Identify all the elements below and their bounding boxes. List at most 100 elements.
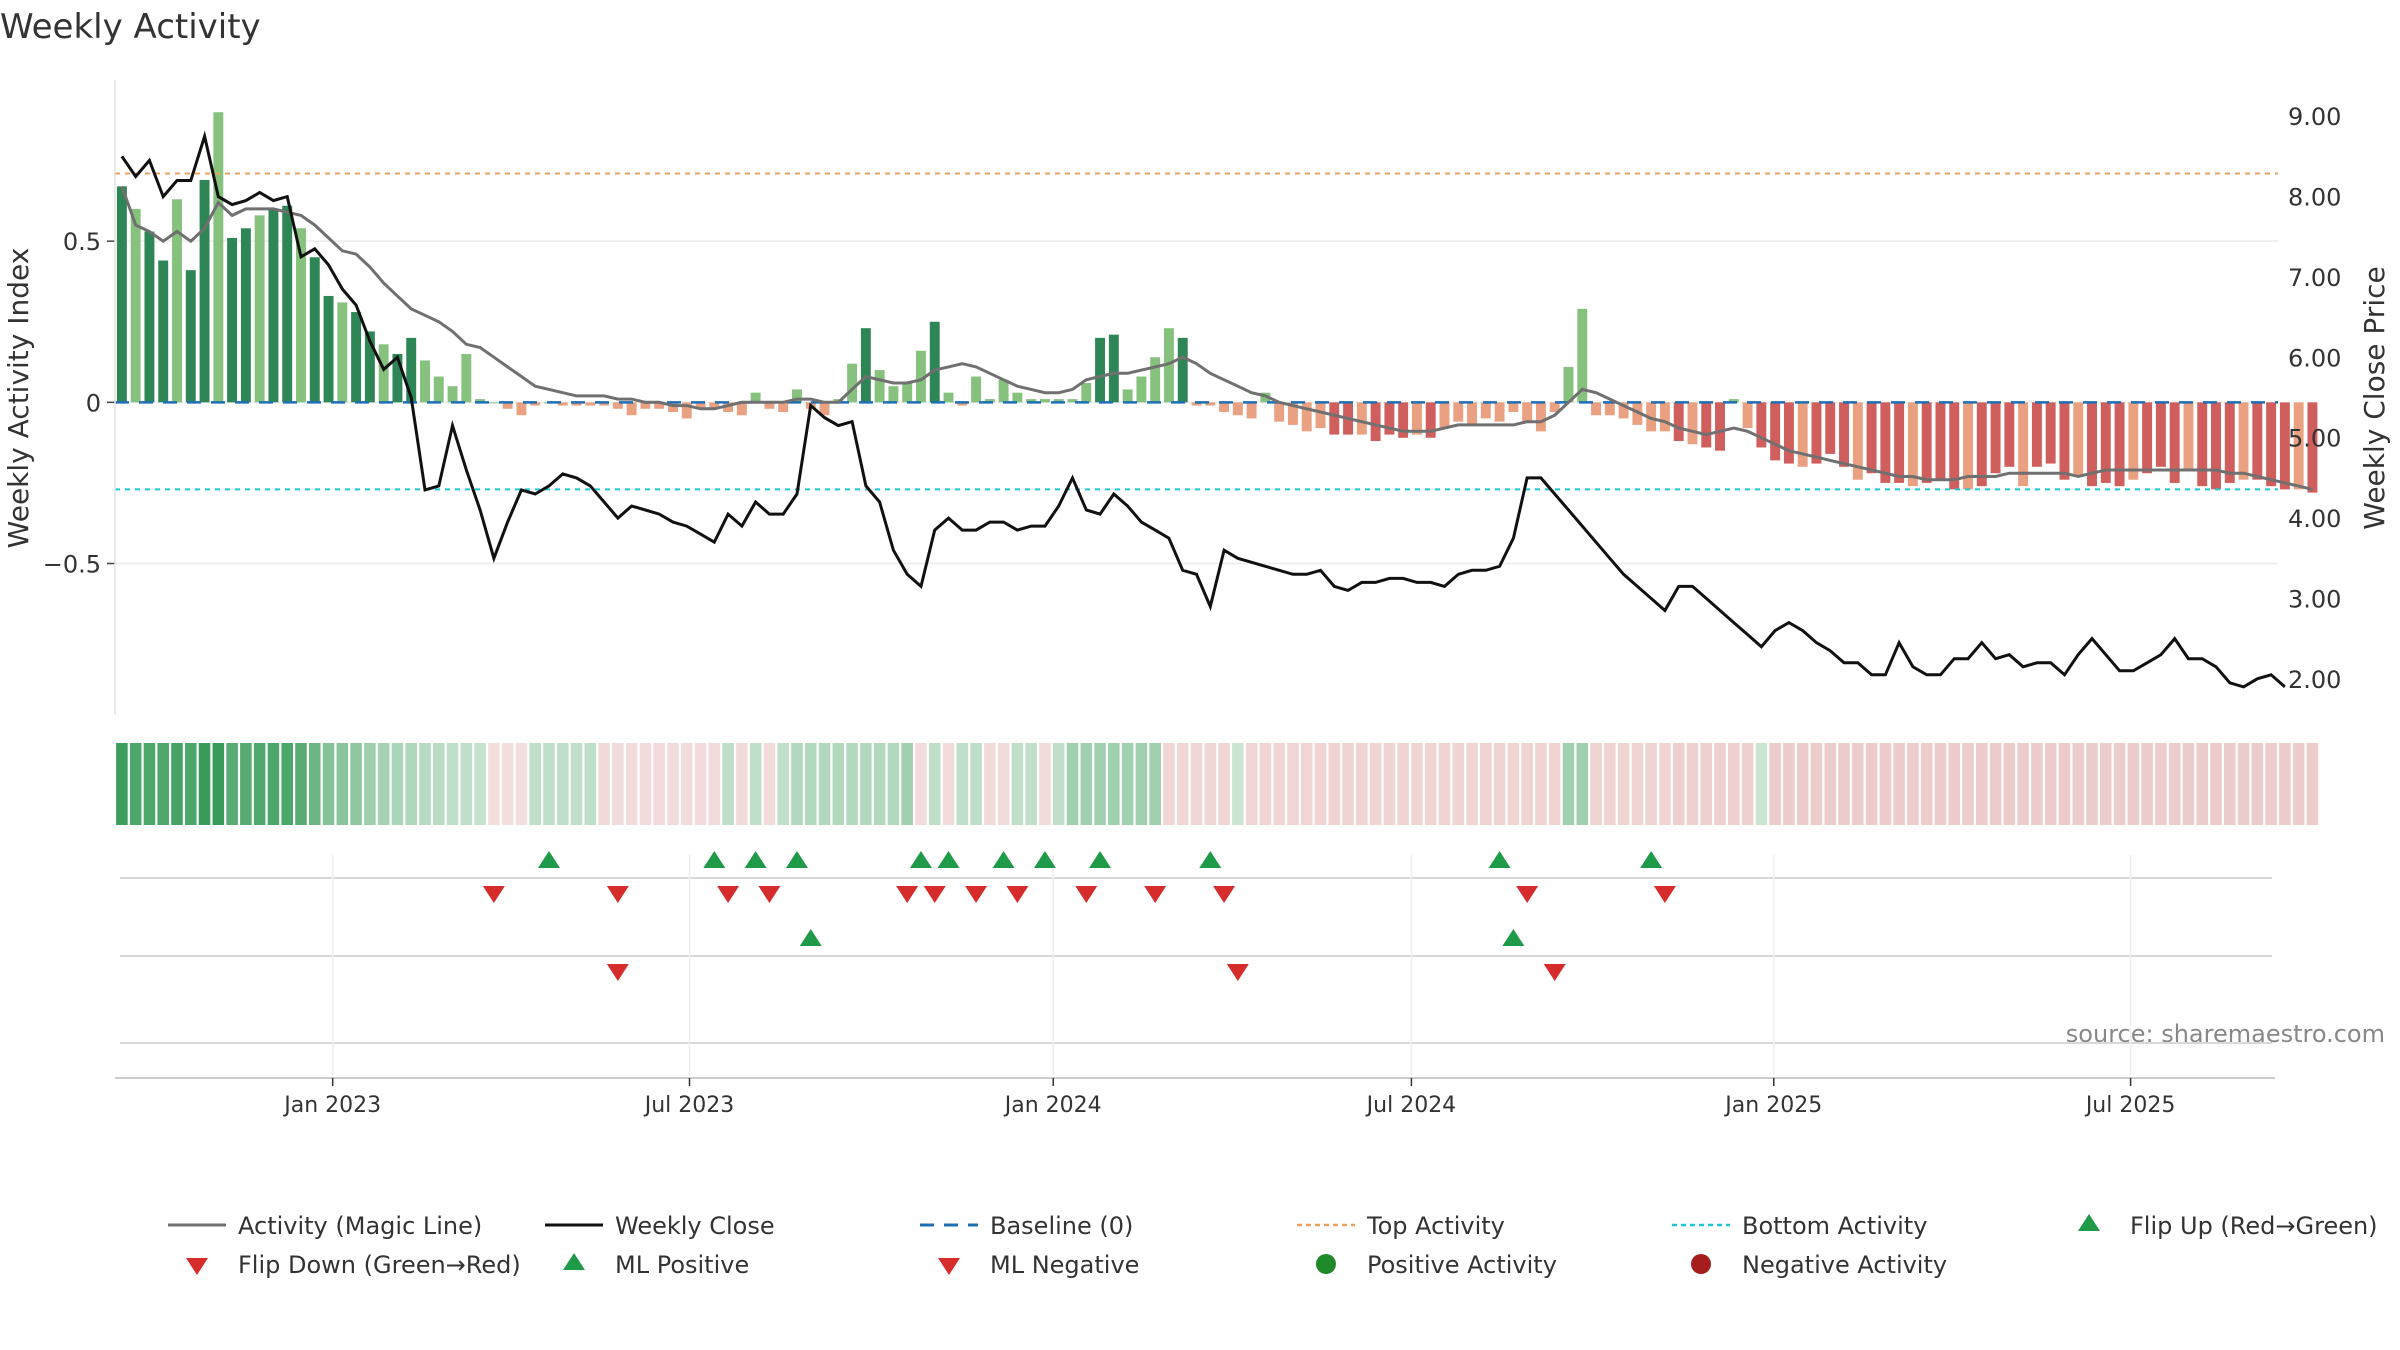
activity-bar-negative: [585, 402, 596, 406]
heat-cell: [1424, 743, 1437, 825]
activity-bar-negative: [723, 402, 734, 413]
heat-cell: [1631, 743, 1644, 825]
activity-bar-negative: [1219, 402, 1230, 413]
heat-cell: [1920, 743, 1933, 825]
heat-cell: [2141, 743, 2153, 825]
heat-cell: [1369, 743, 1382, 825]
activity-bar-positive: [213, 112, 224, 403]
heat-cell: [1025, 743, 1037, 825]
activity-bar-positive: [1728, 399, 1739, 403]
heat-cell: [1989, 743, 2002, 825]
flip-up-marker: [785, 851, 808, 868]
activity-bar-negative: [2142, 402, 2153, 474]
activity-bar-negative: [1949, 402, 1960, 490]
heat-cell: [1383, 743, 1396, 825]
heat-cell: [488, 743, 500, 825]
heat-cell: [2044, 743, 2057, 825]
activity-bar-negative: [599, 402, 610, 406]
activity-bar-negative: [1715, 402, 1725, 451]
heat-cell: [1287, 743, 1299, 825]
heat-cell: [157, 743, 170, 825]
activity-bar-negative: [2169, 402, 2180, 483]
activity-bar-negative: [1411, 402, 1422, 435]
activity-bar-positive: [1122, 389, 1133, 403]
activity-bar-negative: [612, 402, 623, 409]
activity-bar-positive: [185, 270, 196, 403]
heat-cell: [377, 743, 390, 825]
activity-bar-negative: [709, 402, 720, 409]
heat-cell: [1838, 743, 1850, 825]
activity-bar-positive: [433, 376, 444, 403]
activity-bar-negative: [2073, 402, 2084, 477]
activity-bar-negative: [1756, 402, 1767, 448]
heat-cell: [1438, 743, 1451, 825]
heat-cell: [1163, 743, 1175, 825]
activity-bar-positive: [998, 379, 1009, 403]
activity-bar-negative: [640, 402, 651, 409]
x-tick-label: Jan 2023: [282, 1093, 381, 1118]
heat-cell: [584, 743, 597, 825]
heat-cell: [198, 743, 211, 825]
flip-up-marker: [537, 851, 560, 868]
activity-bar-negative: [2128, 402, 2139, 480]
activity-bar-positive: [406, 337, 417, 403]
heat-cell: [612, 743, 624, 825]
heat-cell: [1796, 743, 1809, 825]
heat-cell: [171, 743, 183, 825]
activity-bar-positive: [915, 350, 926, 403]
y-tick-label-right: 6.00: [2288, 344, 2341, 372]
activity-bar-positive: [1150, 357, 1161, 403]
heat-cell: [267, 743, 280, 825]
activity-bar-positive: [323, 295, 334, 403]
heat-cell: [2182, 743, 2195, 825]
heat-cell: [804, 743, 817, 825]
activity-bar-positive: [888, 386, 899, 403]
activity-bar-positive: [227, 237, 238, 403]
heat-cell: [1824, 743, 1837, 825]
legend-label: Negative Activity: [1742, 1251, 1947, 1279]
activity-bar-negative: [1370, 402, 1381, 442]
activity-bar-negative: [1866, 402, 1877, 474]
heat-cell: [1493, 743, 1506, 825]
heat-cell: [2168, 743, 2181, 825]
activity-bar-negative: [2211, 402, 2221, 490]
heat-cell: [1728, 743, 1740, 825]
activity-bar-positive: [860, 328, 871, 403]
activity-bar-negative: [2183, 402, 2194, 471]
activity-bar-positive: [351, 312, 362, 403]
legend-item: Negative Activity: [1691, 1251, 1947, 1279]
heat-cell: [639, 743, 652, 825]
legend-label: Positive Activity: [1367, 1251, 1557, 1279]
activity-bar-positive: [475, 399, 486, 403]
activity-bar-positive: [929, 321, 940, 403]
heat-cell: [1507, 743, 1520, 825]
flip-down-marker: [482, 886, 505, 903]
y-axis-left-label: Weekly Activity Index: [2, 248, 35, 549]
flip-up-marker: [1033, 851, 1056, 868]
legend-item: Bottom Activity: [1672, 1212, 1927, 1240]
flip-up-marker: [744, 851, 767, 868]
legend-label: Activity (Magic Line): [238, 1212, 482, 1240]
heat-cell: [818, 743, 831, 825]
activity-bar-negative: [1618, 402, 1629, 419]
heat-cell: [1342, 743, 1354, 825]
heat-cell: [1328, 743, 1341, 825]
heat-cell: [295, 743, 307, 825]
x-tick-label: Jan 2025: [1723, 1093, 1822, 1118]
x-tick-label: Jul 2024: [1365, 1093, 1457, 1118]
legend-swatch: [563, 1253, 585, 1270]
activity-bar-negative: [1783, 402, 1794, 464]
activity-bar-negative: [1508, 402, 1519, 413]
heat-cell: [1907, 743, 1919, 825]
y-tick-label-left: 0.5: [63, 228, 101, 256]
activity-bar-positive: [1177, 337, 1188, 403]
activity-bar-negative: [1191, 402, 1202, 406]
heat-cell: [1300, 743, 1313, 825]
legend-label: Flip Up (Red→Green): [2130, 1212, 2378, 1240]
activity-bar-negative: [681, 402, 692, 419]
legend-item: Flip Down (Green→Red): [186, 1251, 521, 1279]
heat-cell: [570, 743, 583, 825]
heat-cell: [1976, 743, 1988, 825]
heat-cell: [1245, 743, 1258, 825]
